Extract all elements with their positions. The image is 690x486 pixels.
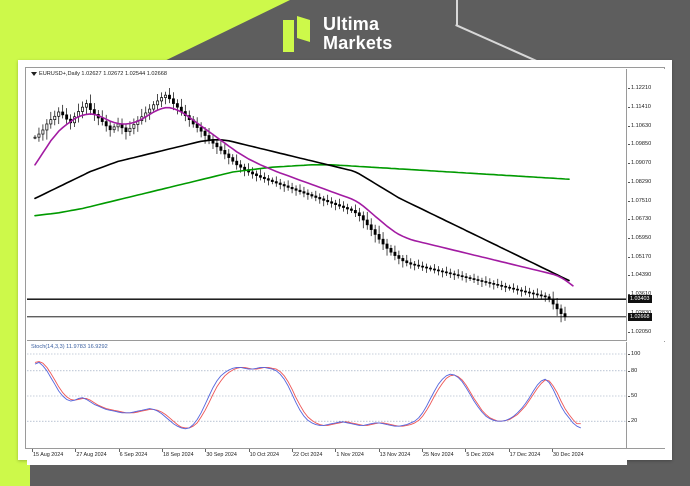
price-axis-tick: 1.02050 (627, 328, 652, 335)
logo-mark-icon (283, 16, 313, 52)
time-axis-tick: 25 Nov 2024 (422, 449, 454, 458)
brand-name: Ultima Markets (323, 15, 392, 53)
chart-title-text: EURUSD+,Daily 1.02627 1.02672 1.02544 1.… (39, 71, 167, 77)
indicator-label: Stoch(14,3,3) 11.9783 16.9292 (31, 344, 108, 350)
chart-window[interactable]: EURUSD+,Daily 1.02627 1.02672 1.02544 1.… (25, 67, 665, 465)
time-axis-tick: 22 Oct 2024 (291, 449, 323, 458)
price-axis-tick: 1.05950 (627, 235, 652, 241)
time-axis-tick: 15 Aug 2024 (31, 449, 64, 458)
price-axis-tick: 1.04390 (627, 272, 652, 279)
time-axis-tick: 27 Aug 2024 (75, 449, 107, 458)
decorative-line-vertical (456, 0, 458, 26)
oscillator-axis-tick: 50 (627, 393, 638, 399)
time-axis-tick: 18 Sep 2024 (162, 449, 194, 458)
chevron-down-icon[interactable] (31, 72, 37, 76)
price-axis-tick: 1.03610 (627, 291, 651, 297)
time-axis-tick: 13 Nov 2024 (378, 449, 411, 458)
brand-name-line2: Markets (323, 33, 393, 53)
price-axis-tick: 1.06730 (627, 216, 652, 223)
price-axis-tick: 1.07510 (627, 197, 652, 204)
price-axis-tick: 1.05170 (627, 253, 652, 260)
price-axis-tick: 1.10630 (627, 122, 652, 129)
price-axis: 1.12210 1.11410 1.10630 1.09850 1.09070 1.082… (627, 69, 665, 341)
time-axis-tick: 30 Sep 2024 (205, 449, 237, 458)
brand-logo: Ultima Markets (283, 13, 392, 55)
price-plot (27, 87, 626, 323)
time-axis-tick: 1 Nov 2024 (335, 449, 364, 458)
current-price-tag: 1.02668 (628, 312, 652, 321)
time-axis-tick: 6 Sep 2024 (118, 449, 148, 458)
oscillator-axis-tick: 100 (627, 351, 641, 357)
oscillator-axis-tick: 20 (627, 418, 638, 425)
price-axis-tick: 1.12210 (627, 84, 652, 91)
oscillator-axis-tick: 80 (627, 367, 638, 374)
time-axis: 15 Aug 2024 27 Aug 2024 6 Sep 2024 18 Sep 2… (27, 449, 627, 465)
oscillator-plot (27, 353, 626, 430)
time-axis-tick: 5 Dec 2024 (465, 449, 494, 458)
brand-name-line1: Ultima (323, 14, 380, 34)
price-axis-tick: 1.09070 (627, 160, 652, 167)
time-axis-tick: 30 Dec 2024 (552, 449, 584, 458)
time-axis-tick: 17 Dec 2024 (508, 449, 541, 458)
price-axis-tick: 1.09850 (627, 141, 652, 148)
chart-title-bar[interactable]: EURUSD+,Daily 1.02627 1.02672 1.02544 1.… (31, 71, 167, 77)
price-axis-tick: 1.11410 (628, 103, 651, 110)
oscillator-pane[interactable]: Stoch(14,3,3) 11.9783 16.9292 (27, 342, 627, 448)
price-pane[interactable]: EURUSD+,Daily 1.02627 1.02672 1.02544 1.… (27, 69, 627, 341)
oscillator-axis: 100 80 50 20 (627, 342, 665, 448)
price-axis-tick: 1.08290 (627, 178, 652, 185)
current-price-tag: 1.03403 (628, 295, 652, 304)
time-axis-tick: 10 Oct 2024 (248, 449, 280, 458)
